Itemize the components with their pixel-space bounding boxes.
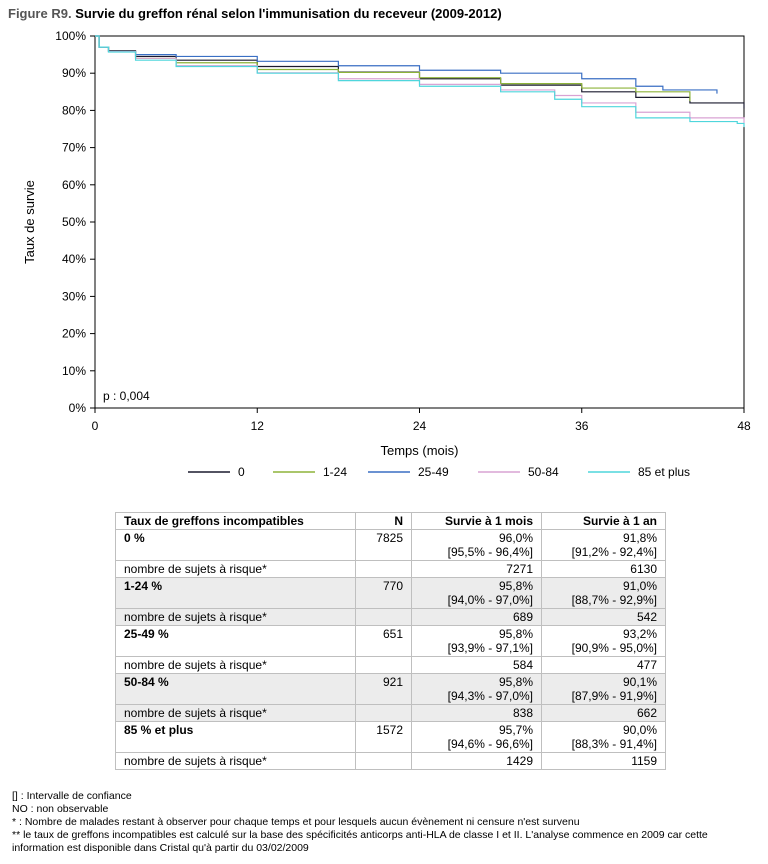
- risk-1-month: 1429: [411, 752, 542, 770]
- y-tick-label: 50%: [62, 215, 86, 229]
- series-line-85-et-plus: [95, 35, 745, 128]
- risk-row: nombre de sujets à risque* 7271 6130: [115, 560, 666, 578]
- group-label: 50-84 %: [115, 673, 356, 705]
- x-tick-label: 12: [251, 419, 265, 433]
- y-axis-label: Taux de survie: [22, 180, 37, 264]
- survival-chart: 0% 10% 20% 30% 40% 50% 60% 70% 80% 90% 100% 0 12 24 36…: [22, 29, 751, 479]
- risk-1-month: 584: [411, 656, 542, 674]
- group-n: 921: [355, 673, 412, 705]
- y-tick-label: 60%: [62, 178, 86, 192]
- footnotes: [] : Intervalle de confiance NO : non ob…: [12, 790, 762, 855]
- survival-1-month: 95,8% [94,0% - 97,0%]: [411, 577, 542, 609]
- table-row: 50-84 % 921 95,8% [94,3% - 97,0%] 90,1% [87,9…: [115, 673, 666, 705]
- risk-1-month: 838: [411, 704, 542, 722]
- risk-1-year: 542: [541, 608, 666, 626]
- series-line-50-84: [95, 35, 745, 124]
- group-label: 0 %: [115, 529, 356, 561]
- footnote: ** le taux de greffons incompatibles est…: [12, 829, 708, 854]
- risk-n-empty: [355, 560, 412, 578]
- table-row: 0 % 7825 96,0% [95,5% - 96,4%] 91,8% [91,2% -…: [115, 529, 666, 561]
- table-row: 85 % et plus 1572 95,7% [94,6% - 96,6%] 90,0…: [115, 721, 666, 753]
- risk-1-year: 1159: [541, 752, 666, 770]
- x-tick-label: 48: [737, 419, 751, 433]
- risk-row: nombre de sujets à risque* 689 542: [115, 608, 666, 626]
- header-group: Taux de greffons incompatibles: [115, 512, 356, 530]
- risk-label: nombre de sujets à risque*: [115, 560, 356, 578]
- legend-label: 1-24: [323, 465, 347, 479]
- survival-1-year: 90,1% [87,9% - 91,9%]: [541, 673, 666, 705]
- y-tick-label: 40%: [62, 252, 86, 266]
- risk-n-empty: [355, 656, 412, 674]
- risk-n-empty: [355, 704, 412, 722]
- group-label: 25-49 %: [115, 625, 356, 657]
- x-tick-label: 0: [92, 419, 99, 433]
- risk-1-year: 477: [541, 656, 666, 674]
- legend-label: 25-49: [418, 465, 449, 479]
- risk-1-month: 689: [411, 608, 542, 626]
- footnote: NO : non observable: [12, 803, 109, 815]
- header-n: N: [355, 512, 412, 530]
- series-line-25-49: [95, 35, 718, 94]
- table-header-row: Taux de greffons incompatibles N Survie …: [115, 512, 666, 530]
- survival-1-year: 91,8% [91,2% - 92,4%]: [541, 529, 666, 561]
- y-tick-label: 100%: [55, 29, 86, 43]
- y-tick-label: 90%: [62, 66, 86, 80]
- legend-label: 0: [238, 465, 245, 479]
- figure-title-text: Survie du greffon rénal selon l'immunisa…: [75, 6, 502, 21]
- survival-1-month: 95,7% [94,6% - 96,6%]: [411, 721, 542, 753]
- y-tick-label: 70%: [62, 141, 86, 155]
- group-n: 7825: [355, 529, 412, 561]
- figure-title: Figure R9. Survie du greffon rénal selon…: [8, 6, 502, 21]
- y-tick-label: 30%: [62, 289, 86, 303]
- x-tick-label: 24: [413, 419, 427, 433]
- group-n: 770: [355, 577, 412, 609]
- survival-table: Taux de greffons incompatibles N Survie …: [115, 512, 666, 770]
- group-n: 1572: [355, 721, 412, 753]
- risk-n-empty: [355, 608, 412, 626]
- figure-label: Figure R9.: [8, 6, 72, 21]
- risk-1-year: 662: [541, 704, 666, 722]
- risk-label: nombre de sujets à risque*: [115, 704, 356, 722]
- legend-label: 85 et plus: [638, 465, 690, 479]
- risk-n-empty: [355, 752, 412, 770]
- survival-1-month: 96,0% [95,5% - 96,4%]: [411, 529, 542, 561]
- header-1-year: Survie à 1 an: [541, 512, 666, 530]
- risk-label: nombre de sujets à risque*: [115, 752, 356, 770]
- survival-1-month: 95,8% [94,3% - 97,0%]: [411, 673, 542, 705]
- group-label: 1-24 %: [115, 577, 356, 609]
- footnote: [] : Intervalle de confiance: [12, 790, 132, 802]
- y-tick-label: 80%: [62, 103, 86, 117]
- table-row: 1-24 % 770 95,8% [94,0% - 97,0%] 91,0% [88,7%…: [115, 577, 666, 609]
- risk-label: nombre de sujets à risque*: [115, 656, 356, 674]
- footnote: * : Nombre de malades restant à observer…: [12, 816, 580, 828]
- risk-1-year: 6130: [541, 560, 666, 578]
- legend-label: 50-84: [528, 465, 559, 479]
- group-n: 651: [355, 625, 412, 657]
- y-tick-label: 20%: [62, 327, 86, 341]
- group-label: 85 % et plus: [115, 721, 356, 753]
- survival-1-month: 95,8% [93,9% - 97,1%]: [411, 625, 542, 657]
- table-row: 25-49 % 651 95,8% [93,9% - 97,1%] 93,2% [90,9…: [115, 625, 666, 657]
- risk-label: nombre de sujets à risque*: [115, 608, 356, 626]
- p-value-annotation: p : 0,004: [103, 389, 150, 403]
- x-tick-label: 36: [575, 419, 589, 433]
- survival-1-year: 91,0% [88,7% - 92,9%]: [541, 577, 666, 609]
- y-tick-label: 10%: [62, 364, 86, 378]
- x-axis-label: Temps (mois): [380, 443, 458, 458]
- risk-row: nombre de sujets à risque* 838 662: [115, 704, 666, 722]
- y-tick-label: 0%: [69, 401, 87, 415]
- survival-1-year: 93,2% [90,9% - 95,0%]: [541, 625, 666, 657]
- risk-row: nombre de sujets à risque* 1429 1159: [115, 752, 666, 770]
- risk-1-month: 7271: [411, 560, 542, 578]
- risk-row: nombre de sujets à risque* 584 477: [115, 656, 666, 674]
- header-1-month: Survie à 1 mois: [411, 512, 542, 530]
- survival-1-year: 90,0% [88,3% - 91,4%]: [541, 721, 666, 753]
